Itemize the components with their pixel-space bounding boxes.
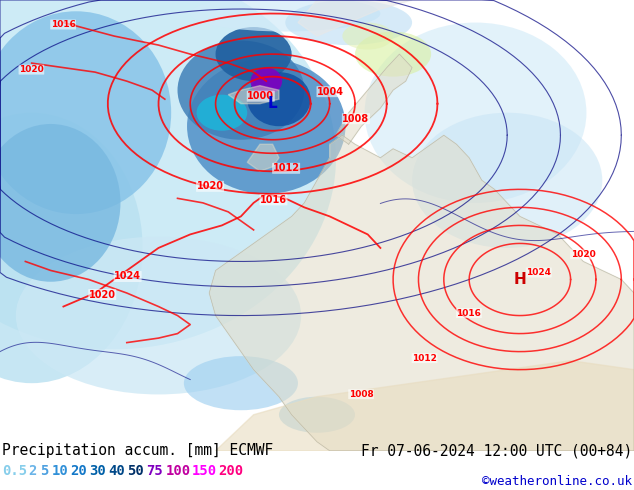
Text: 1016: 1016 xyxy=(456,309,481,318)
Text: 40: 40 xyxy=(108,464,126,478)
Ellipse shape xyxy=(365,23,586,203)
Ellipse shape xyxy=(0,113,143,383)
Text: 75: 75 xyxy=(146,464,163,478)
Ellipse shape xyxy=(412,113,602,248)
Ellipse shape xyxy=(0,11,171,214)
Ellipse shape xyxy=(216,27,292,81)
Polygon shape xyxy=(247,144,279,172)
Ellipse shape xyxy=(0,124,120,282)
Text: 1024: 1024 xyxy=(526,268,551,277)
Text: 1020: 1020 xyxy=(197,181,224,191)
Ellipse shape xyxy=(0,0,336,349)
Text: H: H xyxy=(514,272,526,287)
Ellipse shape xyxy=(187,59,346,194)
Text: 30: 30 xyxy=(89,464,107,478)
Polygon shape xyxy=(216,361,634,451)
Text: ©weatheronline.co.uk: ©weatheronline.co.uk xyxy=(482,475,632,488)
Text: 150: 150 xyxy=(192,464,217,478)
Ellipse shape xyxy=(16,237,301,394)
Text: 5: 5 xyxy=(40,464,48,478)
Text: 1020: 1020 xyxy=(19,65,44,74)
Text: Precipitation accum. [mm] ECMWF: Precipitation accum. [mm] ECMWF xyxy=(2,443,273,458)
Ellipse shape xyxy=(342,23,393,49)
Text: 1016: 1016 xyxy=(51,20,75,29)
Ellipse shape xyxy=(250,68,282,95)
Text: 1012: 1012 xyxy=(412,354,437,363)
Text: 2: 2 xyxy=(29,464,37,478)
Polygon shape xyxy=(209,135,634,451)
Ellipse shape xyxy=(197,95,247,131)
Text: L: L xyxy=(268,96,278,111)
Polygon shape xyxy=(298,0,412,36)
Text: 1008: 1008 xyxy=(342,114,370,123)
Ellipse shape xyxy=(355,31,431,76)
Polygon shape xyxy=(228,86,279,104)
Ellipse shape xyxy=(279,397,355,433)
Text: Fr 07-06-2024 12:00 UTC (00+84): Fr 07-06-2024 12:00 UTC (00+84) xyxy=(361,443,632,458)
Text: 1020: 1020 xyxy=(89,290,116,299)
Ellipse shape xyxy=(184,356,298,410)
Text: 20: 20 xyxy=(70,464,87,478)
Text: 50: 50 xyxy=(127,464,145,478)
Text: 1016: 1016 xyxy=(260,195,287,205)
Text: 0.5: 0.5 xyxy=(2,464,27,478)
Text: 1020: 1020 xyxy=(571,250,595,259)
Ellipse shape xyxy=(178,41,304,140)
Ellipse shape xyxy=(285,0,412,45)
Text: 1000: 1000 xyxy=(247,91,275,101)
Ellipse shape xyxy=(190,0,380,31)
Text: 1024: 1024 xyxy=(114,271,141,281)
Text: 1008: 1008 xyxy=(349,390,373,399)
Text: 1012: 1012 xyxy=(273,163,300,173)
Ellipse shape xyxy=(247,72,311,126)
Text: 10: 10 xyxy=(51,464,68,478)
Text: 1004: 1004 xyxy=(317,87,344,97)
Text: 200: 200 xyxy=(219,464,243,478)
Text: 100: 100 xyxy=(165,464,191,478)
Polygon shape xyxy=(336,54,412,144)
